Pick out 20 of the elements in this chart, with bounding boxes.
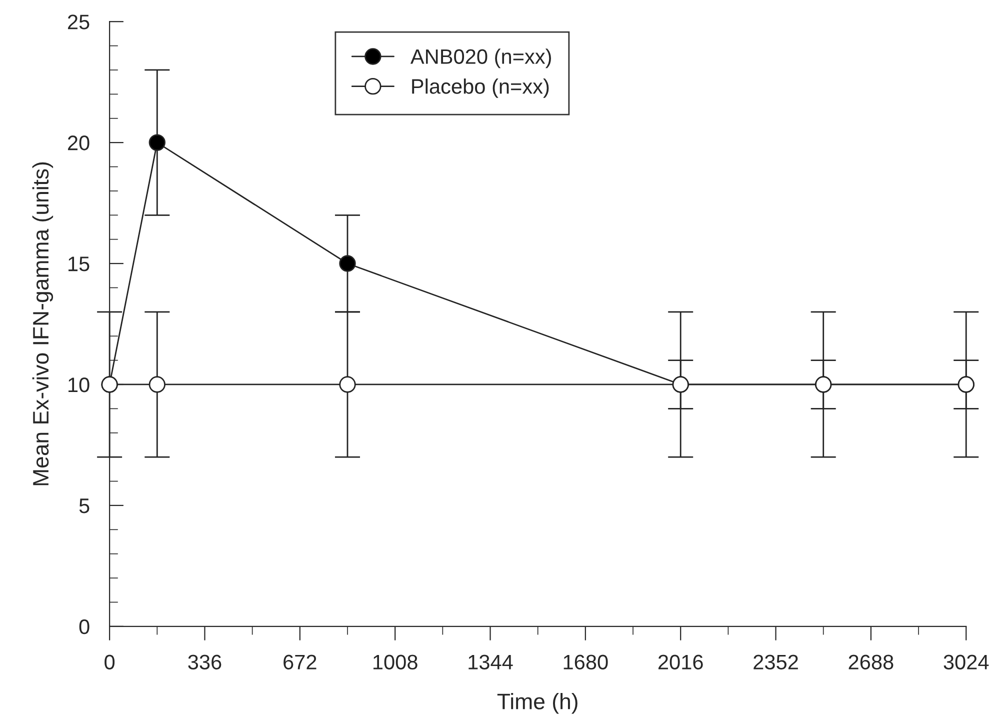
x-tick-label: 672 (284, 654, 316, 670)
x-tick-label: 3024 (944, 654, 989, 670)
x-tick-label: 1344 (468, 654, 513, 670)
y-axis-title: Mean Ex-vivo IFN-gamma (units) (32, 162, 54, 486)
y-tick-label: 25 (68, 14, 90, 30)
x-tick-label: 2016 (658, 654, 703, 670)
y-tick-label: 10 (68, 377, 90, 392)
y-tick-label: 15 (68, 256, 90, 272)
x-axis-title: Time (h) (497, 693, 578, 714)
x-tick-label: 1008 (374, 654, 418, 670)
legend-label: ANB020 (n=xx) (410, 48, 551, 68)
y-tick-label: 20 (68, 136, 90, 150)
x-tick-label: 2688 (848, 654, 894, 670)
x-tick-label: 1680 (564, 654, 608, 670)
x-tick-label: 336 (188, 654, 222, 670)
y-tick-label: 5 (79, 498, 90, 514)
x-tick-label: 0 (104, 654, 115, 670)
legend-label: Placebo (n=xx) (412, 78, 549, 98)
x-tick-label: 2352 (754, 654, 798, 670)
y-tick-label: 0 (79, 619, 90, 634)
